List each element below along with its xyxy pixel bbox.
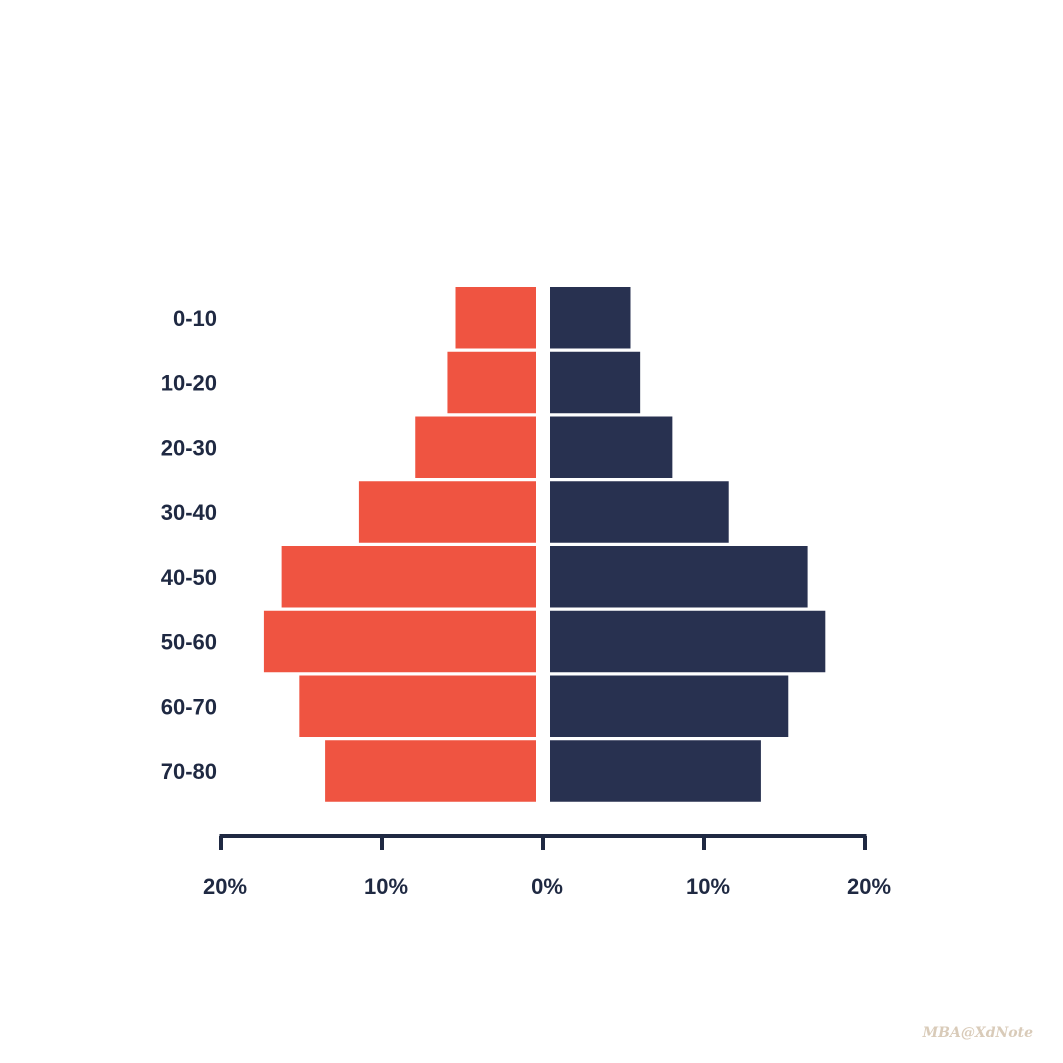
bar-left-20-30	[415, 416, 536, 478]
bar-right-30-40	[550, 481, 729, 543]
bar-right-60-70	[550, 675, 789, 737]
bar-left-30-40	[358, 481, 536, 543]
x-tick-label: 0%	[531, 874, 563, 899]
category-label: 50-60	[161, 630, 217, 655]
bar-right-40-50	[550, 546, 808, 608]
bar-left-50-60	[263, 610, 536, 673]
x-tick-label: 20%	[847, 874, 891, 899]
bar-right-0-10	[550, 287, 631, 349]
category-label: 30-40	[161, 500, 217, 525]
bar-left-60-70	[299, 675, 536, 737]
category-label: 60-70	[161, 694, 217, 719]
bar-left-10-20	[447, 351, 536, 414]
bar-right-50-60	[550, 610, 826, 673]
category-label: 70-80	[161, 759, 217, 784]
category-label: 40-50	[161, 565, 217, 590]
bar-right-70-80	[550, 740, 761, 802]
bar-right-20-30	[550, 416, 673, 478]
category-label: 10-20	[161, 371, 217, 396]
bar-right-10-20	[550, 351, 641, 414]
x-tick-label: 10%	[364, 874, 408, 899]
left-bars	[263, 287, 536, 802]
watermark: MBA@XdNote	[922, 1025, 1033, 1041]
x-tick-label: 20%	[203, 874, 247, 899]
category-labels: 0-10 10-20 20-30 30-40 40-50 50-60 60-70 70-80	[161, 306, 217, 784]
category-label: 0-10	[173, 306, 217, 331]
category-label: 20-30	[161, 435, 217, 460]
x-axis: 20% 10% 0% 10% 20%	[203, 834, 891, 899]
right-bars	[550, 287, 826, 802]
bar-left-40-50	[281, 546, 536, 608]
bar-left-70-80	[325, 740, 536, 802]
x-tick-label: 10%	[686, 874, 730, 899]
bar-left-0-10	[455, 287, 536, 349]
